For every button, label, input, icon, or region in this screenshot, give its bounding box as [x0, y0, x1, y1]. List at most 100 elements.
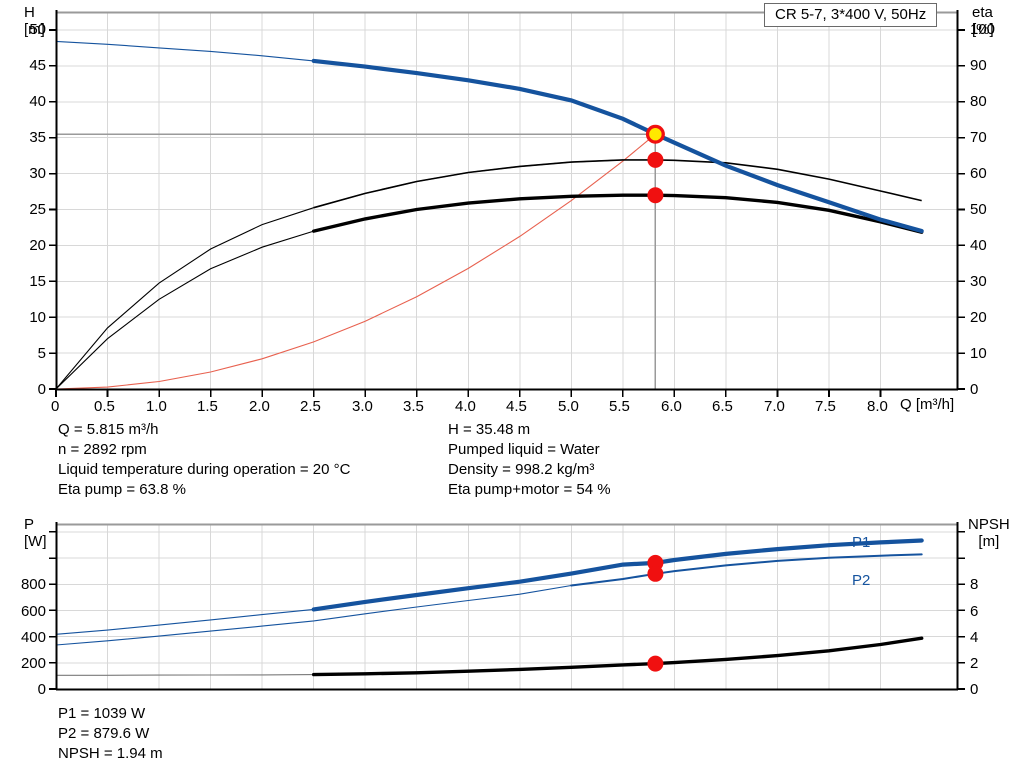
info-p1: P1 = 1039 W: [58, 705, 146, 722]
npsh-ytick-4: 4: [970, 629, 979, 646]
duty-marker-p2: [647, 565, 664, 582]
eta-pump-motor-curve-bold: [312, 193, 924, 234]
info-q: Q = 5.815 m³/h: [58, 421, 159, 438]
p1-curve-thin: [55, 608, 314, 635]
eta-pump-curve-bold: [313, 159, 922, 209]
ytick-50: 50: [29, 21, 46, 38]
npsh-ytick-2: 2: [970, 655, 979, 672]
main-chart-svg: [49, 10, 965, 397]
power-duty-info: P1 = 1039 W P2 = 879.6 W NPSH = 1.94 m: [58, 704, 458, 774]
xtick-0: 0: [51, 398, 60, 415]
xtick-15: 1.5: [197, 398, 218, 415]
xtick-50: 5.0: [558, 398, 579, 415]
horizontal-gridlines: [56, 29, 958, 354]
main-chart-x-tick-labels: 0 0.5 1.0 1.5 2.0 2.5 3.0 3.5 4.0 4.5 5.…: [0, 398, 1024, 418]
xtick-55: 5.5: [609, 398, 630, 415]
head-curve-bold: [311, 58, 924, 234]
p-ytick-600: 600: [20, 603, 46, 620]
info-density: Density = 998.2 kg/m³: [448, 461, 595, 478]
y2tick-20: 20: [970, 309, 987, 326]
duty-point-info-col2: H = 35.48 m Pumped liquid = Water Densit…: [448, 420, 611, 500]
main-chart-left-tick-labels: 0 5 10 15 20 25 30 35 40 45 50: [0, 0, 46, 415]
xtick-60: 6.0: [661, 398, 682, 415]
p2-curve-bold: [570, 553, 923, 587]
xtick-35: 3.5: [403, 398, 424, 415]
ytick-25: 25: [29, 201, 46, 218]
bottom-axis-ticks: [55, 390, 882, 397]
npsh-curve-bold: [312, 636, 924, 677]
xtick-80: 8.0: [867, 398, 888, 415]
main-chart-y-axis-title: H [m]: [24, 4, 45, 38]
info-eta-pump: Eta pump = 63.8 %: [58, 481, 186, 498]
p2-curve-label: P2: [852, 572, 871, 589]
p-ytick-0: 0: [37, 681, 46, 698]
right-axis-ticks: [958, 29, 965, 390]
y2tick-50: 50: [970, 201, 987, 218]
power-vertical-gridlines: [107, 524, 881, 689]
info-npsh: NPSH = 1.94 m: [58, 745, 163, 762]
ytick-35: 35: [29, 129, 46, 146]
xtick-75: 7.5: [815, 398, 836, 415]
duty-marker-npsh: [647, 655, 664, 672]
ytick-20: 20: [29, 237, 46, 254]
duty-point-info: Q = 5.815 m³/h n = 2892 rpm Liquid tempe…: [0, 420, 1024, 508]
system-curve: [55, 133, 656, 390]
power-right-ticks: [958, 531, 965, 690]
npsh-ytick-6: 6: [970, 603, 979, 620]
info-n: n = 2892 rpm: [58, 441, 147, 458]
ytick-15: 15: [29, 273, 46, 290]
info-pumped-liquid: Pumped liquid = Water: [448, 441, 600, 458]
p-ytick-400: 400: [20, 629, 46, 646]
y2tick-10: 10: [970, 345, 987, 362]
y2tick-60: 60: [970, 165, 987, 182]
duty-marker-head: [649, 128, 662, 141]
y2tick-40: 40: [970, 237, 987, 254]
ytick-30: 30: [29, 165, 46, 182]
power-chart-y2-axis-title: NPSH [m]: [968, 516, 1010, 550]
info-liquid-temp: Liquid temperature during operation = 20…: [58, 461, 351, 478]
power-chart-left-tick-labels: 0 200 400 600 800: [0, 510, 46, 700]
p2-curve-thin: [55, 584, 572, 646]
power-chart: P [W] NPSH [m] 0 200 400 600 800 0 2 4 6…: [0, 510, 1024, 700]
y2tick-0: 0: [970, 381, 979, 398]
xtick-30: 3.0: [352, 398, 373, 415]
npsh-curve-thin: [56, 674, 314, 676]
ytick-5: 5: [37, 345, 46, 362]
npsh-ytick-0: 0: [970, 681, 979, 698]
p-ytick-200: 200: [20, 655, 46, 672]
ytick-0: 0: [37, 381, 46, 398]
ytick-45: 45: [29, 57, 46, 74]
xtick-10: 1.0: [146, 398, 167, 415]
chart-title-box: CR 5-7, 3*400 V, 50Hz: [764, 3, 938, 27]
duty-marker-eta-pump-motor: [647, 187, 664, 204]
power-chart-y-axis-title: P [W]: [24, 516, 47, 550]
xtick-05: 0.5: [94, 398, 115, 415]
main-chart-right-tick-labels: 0 10 20 30 40 50 60 70 80 90 100: [970, 0, 1024, 415]
main-chart: H [m] eta [%] Q [m³/h] 0 5 10 15 20 25 3…: [0, 0, 1024, 418]
info-eta-pump-motor: Eta pump+motor = 54 %: [448, 481, 611, 498]
xtick-45: 4.5: [506, 398, 527, 415]
ytick-10: 10: [29, 309, 46, 326]
npsh-ytick-8: 8: [970, 576, 979, 593]
info-h: H = 35.48 m: [448, 421, 531, 438]
y2tick-100: 100: [970, 21, 996, 38]
main-chart-x-axis-title: Q [m³/h]: [900, 396, 955, 413]
duty-marker-eta-pump: [647, 151, 664, 168]
left-axis-ticks: [49, 29, 56, 390]
main-chart-y2-axis-title: eta [%]: [972, 4, 994, 38]
y2tick-80: 80: [970, 93, 987, 110]
y2tick-90: 90: [970, 57, 987, 74]
y2tick-30: 30: [970, 273, 987, 290]
xtick-20: 2.0: [249, 398, 270, 415]
crosshair-lines: [56, 133, 657, 389]
p1-curve-bold: [311, 538, 924, 612]
y2tick-70: 70: [970, 129, 987, 146]
ytick-40: 40: [29, 93, 46, 110]
p-ytick-800: 800: [20, 576, 46, 593]
xtick-70: 7.0: [764, 398, 785, 415]
power-left-ticks: [49, 531, 56, 690]
xtick-40: 4.0: [455, 398, 476, 415]
info-p2: P2 = 879.6 W: [58, 725, 150, 742]
p1-curve-label: P1: [852, 534, 871, 551]
power-chart-right-tick-labels: 0 2 4 6 8: [970, 510, 1024, 700]
